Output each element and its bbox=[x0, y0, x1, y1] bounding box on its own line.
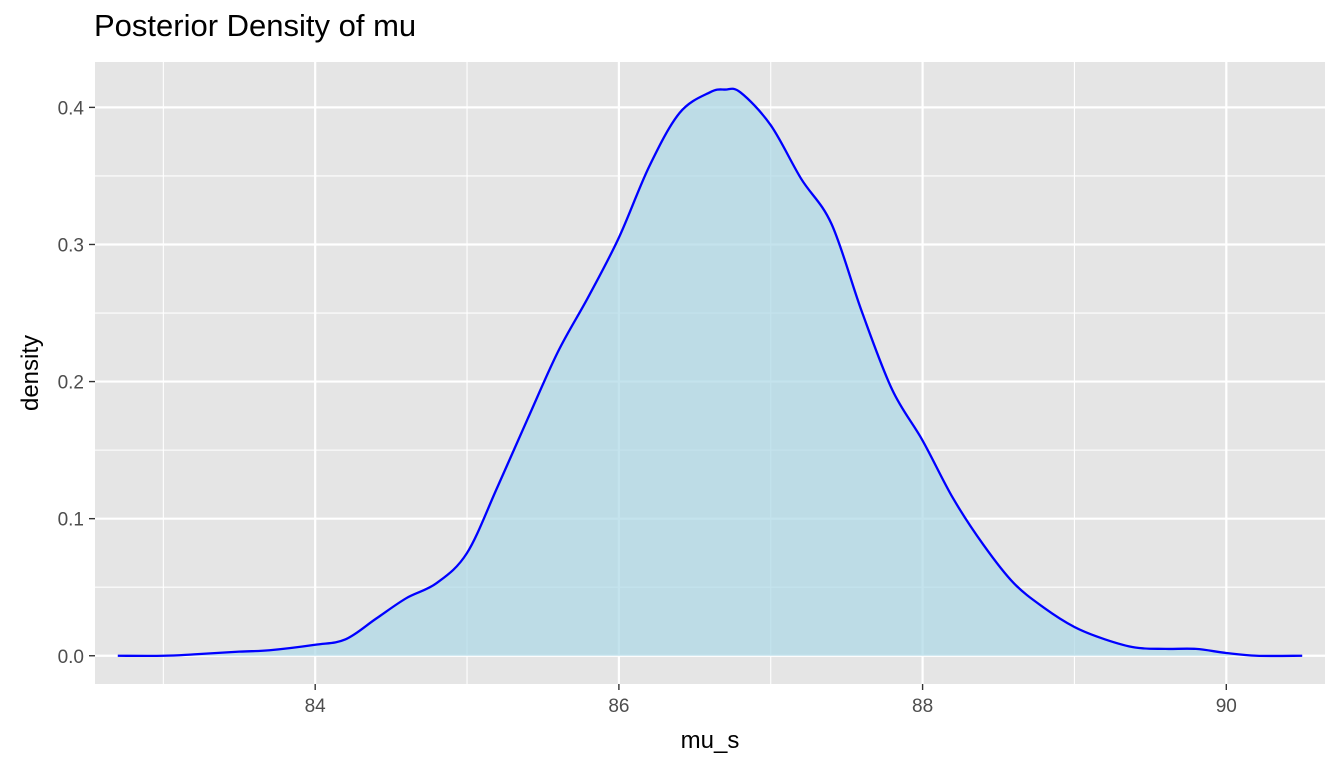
y-tick-label: 0.4 bbox=[58, 98, 85, 119]
y-tick-label: 0.0 bbox=[58, 647, 84, 668]
y-tick-label: 0.3 bbox=[58, 235, 84, 256]
x-tick-label: 84 bbox=[305, 696, 327, 717]
x-tick-label: 90 bbox=[1216, 696, 1237, 717]
y-tick-label: 0.2 bbox=[58, 373, 84, 394]
x-axis-ticks bbox=[314, 684, 1227, 690]
x-tick-label: 86 bbox=[608, 696, 629, 717]
y-axis-title: density bbox=[17, 335, 44, 411]
x-tick-label: 88 bbox=[912, 696, 933, 717]
chart-title: Posterior Density of mu bbox=[94, 8, 417, 43]
density-curve bbox=[117, 87, 1303, 658]
y-tick-label: 0.1 bbox=[58, 510, 84, 531]
density-area-fill bbox=[117, 88, 1303, 656]
x-axis-tick-labels: 84 86 88 90 bbox=[305, 696, 1237, 717]
y-axis-ticks bbox=[89, 106, 95, 657]
x-axis-title: mu_s bbox=[681, 727, 740, 754]
y-axis-tick-labels: 0.0 0.1 0.2 0.3 0.4 bbox=[58, 98, 85, 667]
